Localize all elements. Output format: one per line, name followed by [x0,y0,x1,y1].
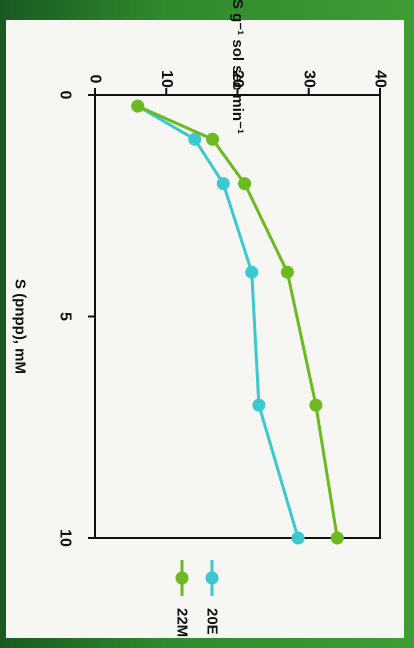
data-point [188,132,202,146]
y-axis-title: V, nmol S g⁻¹ sol sec min⁻¹ [229,0,246,134]
x-axis-title: S (pnpp), mM [12,279,29,374]
series-22M [131,99,344,545]
data-point [252,398,266,412]
data-point [238,177,252,191]
y-tick-label: 10 [158,70,175,88]
series-line [136,104,300,539]
data-point [216,177,230,191]
plot-area-frame [94,94,381,539]
series-20E [131,99,305,545]
x-tick-label: 5 [57,312,74,321]
x-tick-label: 10 [57,529,74,547]
data-point [131,99,145,113]
legend-marker [205,571,219,585]
data-point [330,531,344,545]
legend-item: 22M [174,560,191,637]
data-point [280,265,294,279]
data-point [291,531,305,545]
data-point [309,398,323,412]
y-tick-label: 30 [300,70,317,88]
data-point [206,132,220,146]
y-tick-label: 40 [372,70,389,88]
y-tick-label: 0 [87,75,104,84]
tick-labels: 0 10 20 30 40 0 5 10 [57,70,389,547]
legend-marker [175,571,189,585]
legend-label: 22M [174,608,191,637]
legend-label: 20E [204,608,221,635]
data-point [245,265,259,279]
series-layer [131,99,344,545]
axis-ticks [88,88,381,539]
series-line [137,104,339,539]
x-tick-label: 0 [57,91,74,100]
legend: 20E 22M [174,560,221,637]
legend-item: 20E [204,560,221,635]
y-tick-label: 20 [229,70,246,88]
